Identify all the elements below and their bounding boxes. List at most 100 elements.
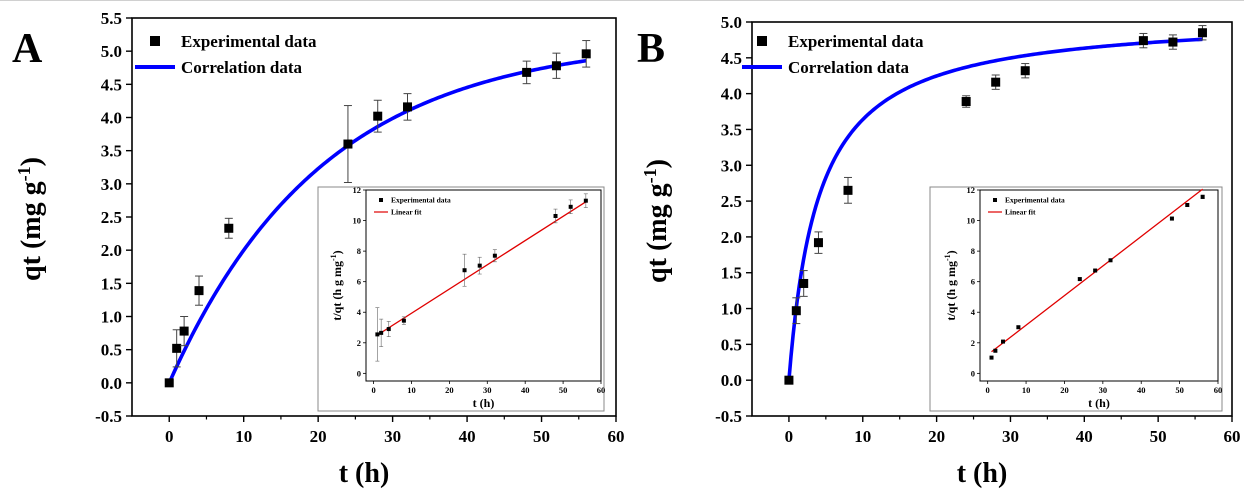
plot-frame (751, 21, 1233, 417)
x-tick-label: 50 (533, 427, 550, 446)
y-tick-label: 1.5 (721, 264, 742, 283)
inset-y-tick-label: 0 (971, 368, 975, 378)
data-point (813, 238, 823, 248)
inset-legend-label: Experimental data (391, 196, 451, 205)
inset-data-point (1093, 268, 1098, 273)
data-point (172, 343, 182, 353)
x-tick-label: 60 (1224, 427, 1241, 446)
top-border (0, 0, 1244, 1)
inset-y-tick-label: 8 (357, 246, 361, 256)
inset-x-tick-label: 40 (1137, 385, 1146, 395)
inset-x-tick-label: 10 (407, 385, 416, 395)
y-tick-label: 0.0 (721, 371, 742, 390)
inset-data-point (553, 213, 558, 218)
y-tick-label: 2.5 (101, 208, 122, 227)
inset-x-tick-label: 0 (371, 385, 375, 395)
data-point (581, 49, 591, 59)
data-point (1197, 28, 1207, 38)
inset-y-tick-label: 8 (971, 246, 975, 256)
correlation-curve (787, 37, 1203, 381)
y-tick-label: 1.0 (101, 308, 122, 327)
y-tick-label: 3.5 (721, 120, 742, 139)
y-tick-label: 5.5 (101, 9, 122, 28)
inset-linear-fit (377, 201, 587, 336)
inset-data-point (1108, 258, 1113, 263)
inset-x-axis-title: t (h) (473, 396, 495, 410)
x-tick-label: 30 (384, 427, 401, 446)
y-tick-label: 4.0 (101, 109, 122, 128)
inset-y-axis-title: t/qt (h g mg-1) (943, 250, 958, 320)
inset: 0 10 20 30 40 50 60 0 2 4 6 8 10 12 t (h) t/qt (h g mg-… (929, 185, 1223, 412)
inset-y-tick-label: 0 (357, 368, 361, 378)
data-point (343, 139, 353, 149)
inset-data-point (993, 348, 998, 353)
inset-x-tick-label: 60 (1214, 385, 1223, 395)
x-tick-label: 20 (310, 427, 327, 446)
inset-data-point (1001, 339, 1006, 344)
inset-x-tick-label: 30 (483, 385, 492, 395)
inset-y-tick-label: 12 (353, 185, 362, 195)
inset-y-tick-label: 6 (971, 277, 975, 287)
data-point (784, 375, 794, 385)
inset-data-point (492, 253, 497, 258)
inset-x-tick-label: 30 (1099, 385, 1108, 395)
x-axis-title: t (h) (339, 458, 390, 489)
x-tick-label: 0 (785, 427, 794, 446)
y-tick-label: -0.5 (715, 407, 742, 426)
legend: Experimental data Correlation data (135, 32, 317, 77)
x-axis-title: t (h) (957, 458, 1008, 489)
y-tick-label: 4.5 (721, 49, 742, 68)
inset-x-tick-label: 20 (445, 385, 454, 395)
inset-y-tick-label: 6 (357, 277, 361, 287)
y-tick-label: 0.5 (721, 335, 742, 354)
inset-y-axis-title: t/qt (h g mg-1) (329, 250, 344, 320)
data-point (522, 67, 532, 77)
y-tick-label: 0.5 (101, 341, 122, 360)
inset-y-tick-label: 12 (967, 185, 976, 195)
data-point (1138, 36, 1148, 46)
inset-y-tick-label: 2 (971, 338, 975, 348)
data-point (224, 223, 234, 233)
data-point (373, 111, 383, 121)
x-tick-label: 30 (1002, 427, 1019, 446)
data-point (403, 102, 413, 112)
data-point (194, 286, 204, 296)
inset-legend-label: Linear fit (391, 208, 422, 217)
y-tick-label: 2.5 (721, 192, 742, 211)
x-tick-label: 60 (608, 427, 625, 446)
y-tick-label: 5.0 (721, 13, 742, 32)
inset-data-point (989, 355, 994, 360)
inset-data-point (568, 204, 573, 209)
inset-y-tick-label: 10 (967, 216, 976, 226)
inset-data-point (1169, 216, 1174, 221)
y-tick-label: 3.0 (721, 156, 742, 175)
inset-legend-label: Experimental data (1005, 196, 1065, 205)
y-tick-label: 3.5 (101, 142, 122, 161)
legend-label: Experimental data (788, 32, 924, 51)
panel-a: 0 10 20 30 40 50 60-0.50.00.51.01.52.02.53.03.… (12, 9, 625, 489)
inset-x-tick-label: 20 (1060, 385, 1069, 395)
inset-x-tick-label: 50 (559, 385, 568, 395)
data-point (551, 61, 561, 71)
inset-data-point (1185, 202, 1190, 207)
data-point (1168, 37, 1178, 47)
inset-x-tick-label: 50 (1175, 385, 1184, 395)
x-tick-label: 0 (165, 427, 174, 446)
x-tick-label: 40 (459, 427, 476, 446)
inset-x-tick-label: 60 (597, 385, 606, 395)
x-tick-label: 20 (928, 427, 945, 446)
y-tick-label: 2.0 (101, 241, 122, 260)
inset-y-tick-label: 4 (357, 307, 362, 317)
data-point (179, 326, 189, 336)
y-tick-label: 2.0 (721, 228, 742, 247)
panel-b: 0 10 20 30 40 50 60-0.50.00.51.01.52.02.53.03.… (637, 13, 1241, 489)
inset-legend: Experimental data Linear fit (374, 196, 451, 217)
legend: Experimental data Correlation data (742, 32, 924, 77)
inset-data-point (462, 268, 467, 273)
data-point (843, 185, 853, 195)
y-tick-label: 1.0 (721, 300, 742, 319)
inset-legend: Experimental data Linear fit (988, 196, 1065, 217)
inset-frame (365, 189, 602, 382)
y-tick-label: 3.0 (101, 175, 122, 194)
